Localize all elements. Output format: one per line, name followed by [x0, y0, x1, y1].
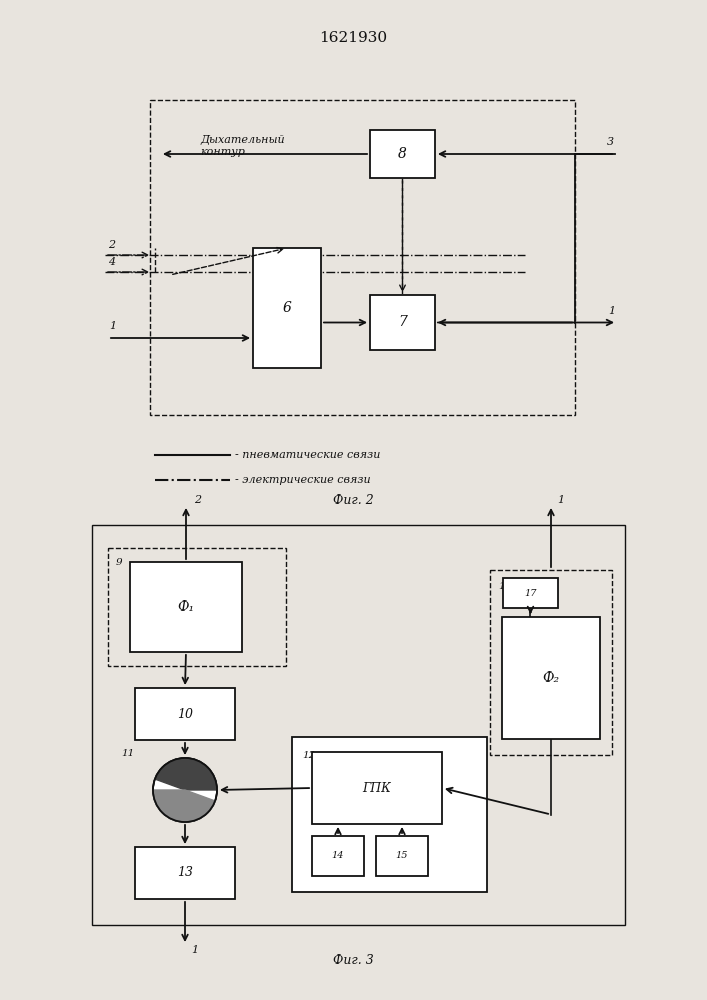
Text: Фиг. 2: Фиг. 2 [332, 493, 373, 506]
Text: Дыхательный
контур: Дыхательный контур [200, 135, 285, 157]
Bar [92, 525, 625, 925]
Text: Ф₁: Ф₁ [177, 600, 194, 614]
Text: ГПК: ГПК [363, 782, 392, 794]
Bar [370, 295, 435, 350]
Text: 8: 8 [398, 147, 407, 161]
Bar [108, 548, 286, 666]
Text: 1621930: 1621930 [319, 31, 387, 45]
Text: 1: 1 [110, 321, 117, 331]
Bar [292, 737, 487, 892]
Text: 3: 3 [607, 137, 614, 147]
Text: - пневматические связи: - пневматические связи [235, 450, 380, 460]
Text: 7: 7 [398, 316, 407, 330]
Text: 10: 10 [177, 708, 193, 720]
Text: 17: 17 [525, 588, 537, 597]
Text: 14: 14 [332, 852, 344, 860]
Text: 12: 12 [302, 751, 315, 760]
Bar [135, 688, 235, 740]
Text: 6: 6 [283, 301, 291, 315]
Text: 1: 1 [557, 495, 565, 505]
Circle shape [153, 758, 217, 822]
Bar [503, 578, 558, 608]
Text: 9: 9 [116, 558, 122, 567]
Wedge shape [155, 758, 217, 790]
Bar [370, 130, 435, 178]
Text: - электрические связи: - электрические связи [235, 475, 370, 485]
Text: Фиг. 3: Фиг. 3 [332, 954, 373, 966]
Bar [150, 100, 575, 415]
Text: 13: 13 [177, 866, 193, 880]
Text: 2: 2 [108, 240, 115, 250]
Text: 2: 2 [194, 495, 201, 505]
Text: 15: 15 [396, 852, 408, 860]
Text: 1: 1 [192, 945, 199, 955]
Bar [312, 752, 442, 824]
Text: 11: 11 [122, 748, 135, 758]
Bar [135, 847, 235, 899]
Text: Ф₂: Ф₂ [542, 671, 559, 685]
Wedge shape [153, 790, 215, 822]
Bar [253, 248, 321, 368]
Bar [490, 570, 612, 755]
Bar [312, 836, 364, 876]
Bar [502, 617, 600, 739]
Text: 1: 1 [609, 306, 616, 316]
Bar [376, 836, 428, 876]
Text: 4: 4 [108, 257, 115, 267]
Bar [130, 562, 242, 652]
Text: 16: 16 [498, 582, 511, 591]
